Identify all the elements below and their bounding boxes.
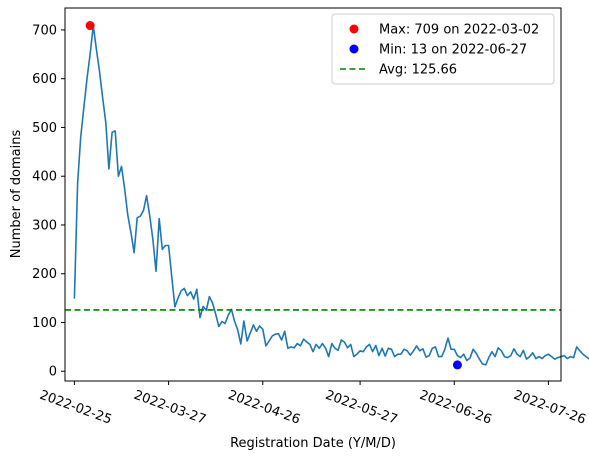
x-axis-label: Registration Date (Y/M/D) (230, 436, 396, 451)
max-point (85, 21, 95, 31)
y-axis-label: Number of domains (9, 130, 24, 259)
y-tick-label: 100 (32, 316, 57, 331)
legend-label: Max: 709 on 2022-03-02 (379, 23, 539, 38)
legend-label: Avg: 125.66 (379, 63, 457, 78)
y-tick-label: 400 (32, 170, 57, 185)
legend: Max: 709 on 2022-03-02 Min: 13 on 2022-06… (331, 13, 555, 85)
legend-marker (349, 44, 359, 54)
y-tick-label: 500 (32, 121, 57, 136)
plot-frame (64, 7, 562, 382)
series-line (73, 24, 589, 366)
plot-layer (65, 21, 589, 370)
y-tick-label: 0 (49, 365, 57, 380)
legend-label: Min: 13 on 2022-06-27 (379, 43, 527, 58)
min-point (452, 360, 462, 370)
y-tick-label: 200 (32, 267, 57, 282)
legend-marker (349, 24, 359, 34)
y-tick-label: 300 (32, 218, 57, 233)
legend-box (331, 13, 555, 85)
y-tick-label: 700 (32, 23, 57, 38)
y-tick-label: 600 (32, 72, 57, 87)
